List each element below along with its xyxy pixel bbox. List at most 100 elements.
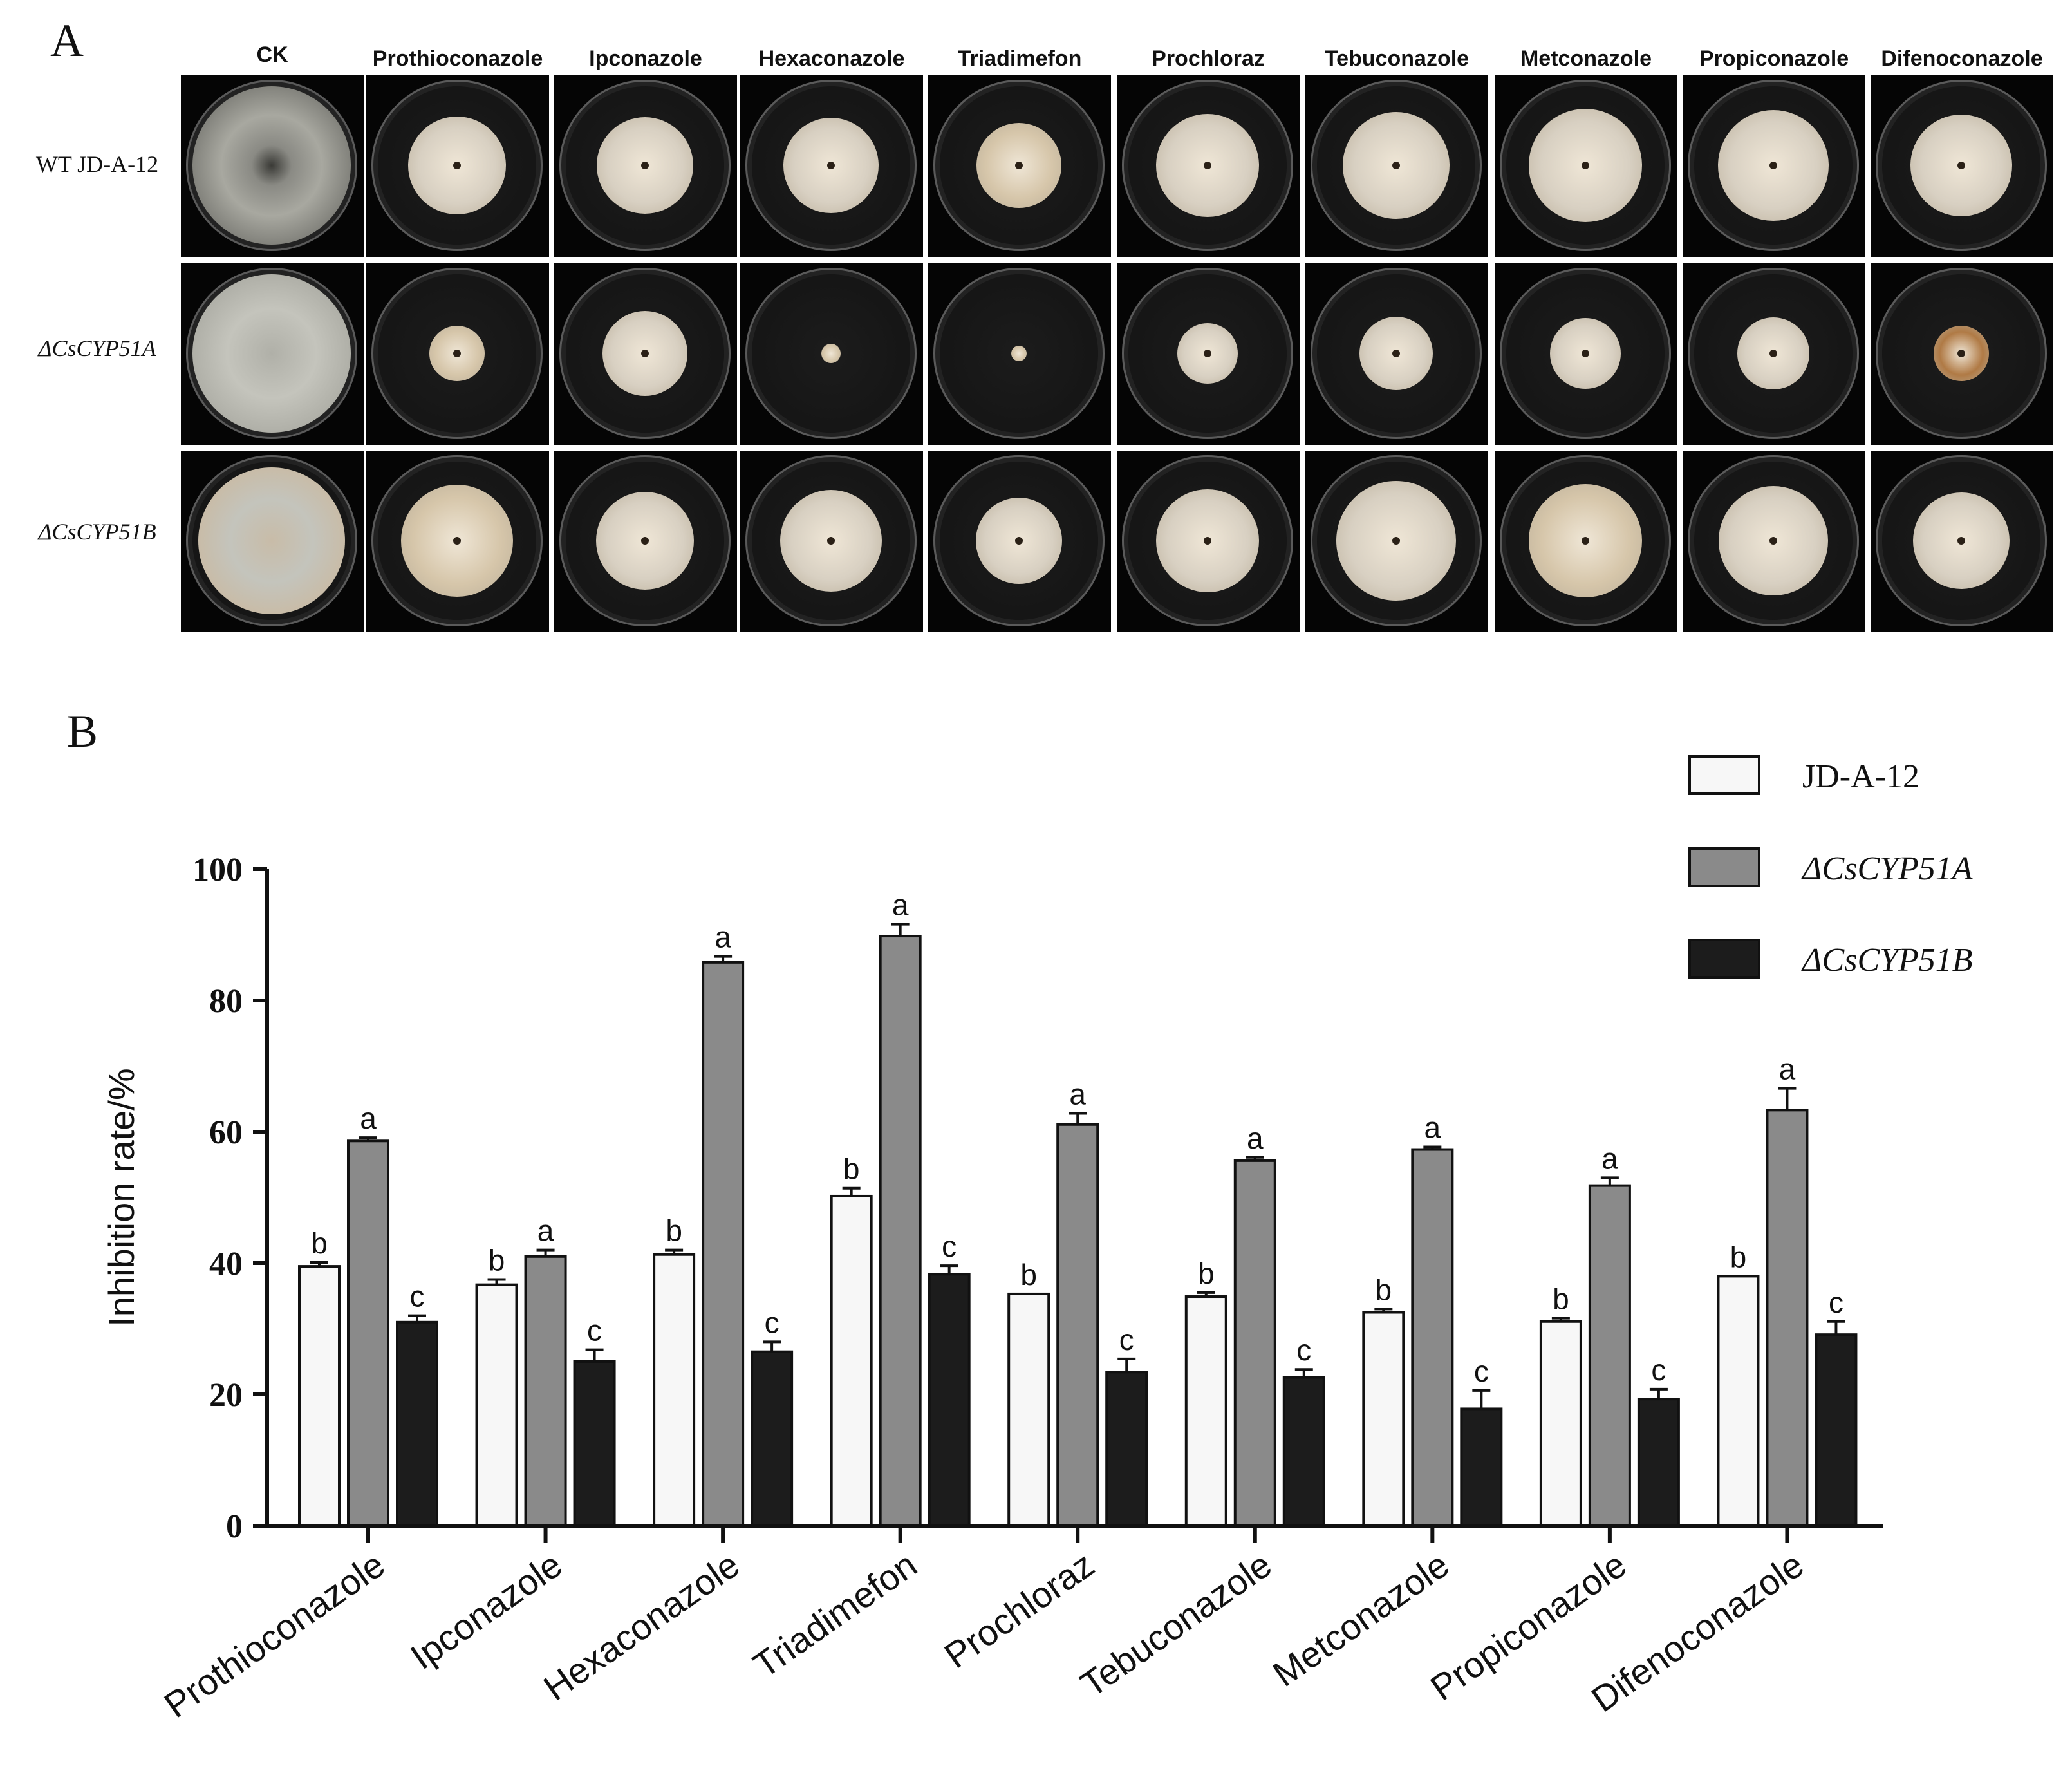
petri-plate [554,263,737,445]
bar [475,1283,518,1528]
petri-dish [1876,268,2047,439]
petri-plate [1305,75,1488,257]
bar [524,1255,567,1528]
inoculum-dot [453,537,461,545]
row-header: WT JD-A-12 [35,151,159,177]
petri-plate [181,451,364,632]
significance-letter: a [1601,1141,1618,1175]
x-category-label: Tebuconazole [1073,1544,1278,1705]
inoculum-dot [1582,350,1589,357]
bar [751,1350,794,1527]
x-category-label: Hexaconazole [536,1544,747,1708]
petri-dish [745,80,917,251]
column-header: Propiconazole [1699,46,1849,71]
petri-dish [186,80,357,251]
inoculum-dot [641,537,649,545]
bar [1362,1311,1405,1527]
petri-dish [559,80,731,251]
bar [879,935,922,1528]
petri-plate [928,75,1111,257]
bar [1460,1407,1503,1527]
inoculum-dot [1957,162,1965,169]
petri-plate [181,75,364,257]
significance-letter: c [1296,1333,1311,1367]
petri-dish [1500,268,1671,439]
significance-letter: c [942,1230,957,1263]
petri-dish [1311,80,1482,251]
inoculum-dot [1015,162,1023,169]
inoculum-dot [1769,537,1777,545]
column-header: Ipconazole [589,46,702,71]
petri-dish [371,80,543,251]
significance-letter: a [1247,1121,1264,1155]
row-header: ΔCsCYP51A [38,335,156,361]
column-header: Hexaconazole [758,46,905,71]
y-tick-label: 60 [209,1114,243,1151]
significance-letter: a [714,921,731,954]
significance-letter: a [1779,1053,1796,1086]
petri-dish [933,268,1105,439]
y-tick-label: 0 [226,1508,243,1545]
petri-plate [1117,451,1300,632]
petri-plate [554,75,737,257]
bar [1411,1148,1454,1528]
petri-dish [1876,455,2047,626]
petri-plate [1871,75,2053,257]
bar [1766,1109,1809,1527]
bar [1233,1159,1276,1527]
fungal-colony [192,274,351,433]
significance-letter: c [1474,1355,1489,1388]
bar [1539,1320,1582,1528]
significance-letter: b [311,1226,328,1260]
inoculum-dot [453,162,461,169]
legend-swatch [1688,755,1760,795]
petri-plate [740,263,923,445]
significance-letter: a [360,1102,377,1135]
fungal-colony [192,86,351,245]
significance-letter: c [587,1314,602,1347]
significance-letter: b [666,1214,682,1248]
significance-letter: a [1424,1111,1441,1144]
petri-plate [181,263,364,445]
column-header: Triadimefon [957,46,1082,71]
bar [347,1139,389,1527]
inoculum-dot [1769,350,1777,357]
inoculum-dot [641,162,649,169]
petri-dish [1500,455,1671,626]
legend-label: ΔCsCYP51B [1801,942,1973,979]
inoculum-dot [1204,162,1211,169]
bar [1105,1371,1148,1528]
panel-b-label: B [67,706,98,757]
column-header: CK [256,42,288,67]
significance-letter: c [1829,1286,1843,1319]
significance-letter: b [1553,1282,1569,1316]
petri-dish [1122,80,1293,251]
significance-letter: a [537,1214,554,1248]
inoculum-dot [827,537,835,545]
petri-dish [559,268,731,439]
fungal-colony [198,467,345,614]
petri-dish [933,80,1105,251]
y-tick-label: 20 [209,1377,243,1414]
petri-plate [1683,263,1865,445]
petri-plate [366,451,549,632]
inoculum-dot [827,162,835,169]
panel-a-label: A [50,15,84,66]
petri-plate [928,451,1111,632]
bar [1588,1184,1631,1527]
petri-plate [1871,263,2053,445]
bar [830,1194,873,1527]
bar [1717,1275,1760,1528]
inoculum-dot [1769,162,1777,169]
legend-swatch [1688,939,1760,979]
inoculum-dot [641,350,649,357]
petri-plate [366,263,549,445]
petri-plate [1305,451,1488,632]
significance-letter: b [843,1152,860,1186]
bar [928,1273,971,1527]
y-tick-label: 40 [209,1246,243,1282]
fungal-colony [821,344,841,363]
x-category-label: Prothioconazole [157,1544,392,1725]
inoculum-dot [1957,537,1965,545]
